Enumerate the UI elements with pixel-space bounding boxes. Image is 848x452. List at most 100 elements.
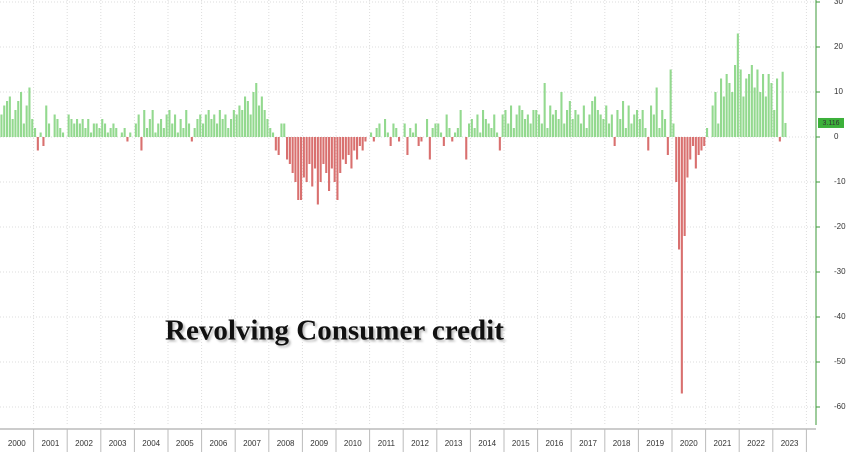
bar xyxy=(591,101,594,137)
bar xyxy=(672,123,675,137)
bar xyxy=(739,69,742,137)
bar xyxy=(42,137,45,146)
bar xyxy=(115,128,118,137)
bar xyxy=(661,110,664,137)
bar xyxy=(398,137,401,142)
bar xyxy=(330,137,333,169)
bar xyxy=(112,123,115,137)
bar xyxy=(302,137,305,178)
bar xyxy=(59,128,62,137)
bar xyxy=(109,128,112,137)
bar xyxy=(689,137,692,160)
bar xyxy=(501,114,504,137)
bar xyxy=(235,114,238,137)
y-tick-label: -40 xyxy=(834,312,846,321)
bar xyxy=(67,114,70,137)
bar xyxy=(549,105,552,137)
bar xyxy=(641,110,644,137)
bar xyxy=(53,114,56,137)
bar xyxy=(722,96,725,137)
x-tick-label: 2002 xyxy=(75,439,93,448)
y-tick-label: -60 xyxy=(834,402,846,411)
bar xyxy=(126,137,129,142)
bar xyxy=(73,123,76,137)
bar xyxy=(199,114,202,137)
bar xyxy=(148,119,151,137)
bar xyxy=(454,132,457,137)
bar xyxy=(521,110,524,137)
bar xyxy=(616,110,619,137)
bar xyxy=(552,114,555,137)
bar xyxy=(221,119,224,137)
bar xyxy=(582,105,585,137)
bar xyxy=(406,137,409,155)
x-tick-label: 2005 xyxy=(176,439,194,448)
x-tick-label: 2006 xyxy=(210,439,228,448)
bar xyxy=(62,132,65,137)
bar xyxy=(638,119,641,137)
x-tick-label: 2011 xyxy=(378,439,396,448)
bar xyxy=(48,123,51,137)
bar xyxy=(95,123,98,137)
bar xyxy=(168,110,171,137)
bar xyxy=(20,92,23,137)
bar xyxy=(31,119,34,137)
bar xyxy=(493,114,496,137)
bar xyxy=(456,128,459,137)
bar xyxy=(389,137,392,146)
bar xyxy=(742,96,745,137)
bar xyxy=(535,110,538,137)
bar xyxy=(56,119,59,137)
bar xyxy=(263,110,266,137)
bar xyxy=(666,137,669,155)
bar xyxy=(630,123,633,137)
bar xyxy=(504,110,507,137)
bar xyxy=(90,132,93,137)
bar xyxy=(764,96,767,137)
last-value-box xyxy=(818,117,844,128)
bar xyxy=(725,74,728,137)
x-tick-label: 2010 xyxy=(344,439,362,448)
bar xyxy=(627,105,630,137)
chart-title: Revolving Consumer credit xyxy=(165,315,504,347)
bar xyxy=(3,105,6,137)
bar xyxy=(767,74,770,137)
bar xyxy=(538,114,541,137)
bar xyxy=(165,114,168,137)
bar xyxy=(246,101,249,137)
bar xyxy=(0,114,3,137)
bar xyxy=(784,122,787,137)
bar xyxy=(174,114,177,137)
bar xyxy=(238,105,241,137)
y-tick-label: -10 xyxy=(834,177,846,186)
bar xyxy=(529,123,532,137)
x-tick-label: 2008 xyxy=(277,439,295,448)
bar xyxy=(188,123,191,137)
x-tick-label: 2013 xyxy=(445,439,463,448)
bar xyxy=(633,114,636,137)
bar xyxy=(728,83,731,137)
bar xyxy=(207,110,210,137)
grid xyxy=(0,0,816,425)
bar xyxy=(328,137,331,191)
bar xyxy=(753,87,756,137)
bar xyxy=(252,92,255,137)
bar xyxy=(34,128,37,137)
bar xyxy=(92,123,95,137)
x-tick-label: 2009 xyxy=(310,439,328,448)
bar xyxy=(409,128,412,137)
bar xyxy=(560,92,563,137)
bar xyxy=(720,78,723,137)
bar xyxy=(370,132,373,137)
bar xyxy=(249,114,252,137)
x-tick-label: 2007 xyxy=(243,439,261,448)
bar xyxy=(512,128,515,137)
bar xyxy=(468,123,471,137)
bar xyxy=(778,137,781,142)
bar xyxy=(176,132,179,137)
bar xyxy=(140,137,143,151)
bar xyxy=(196,119,199,137)
bar xyxy=(697,137,700,155)
bar xyxy=(25,105,28,137)
bar xyxy=(445,114,448,137)
